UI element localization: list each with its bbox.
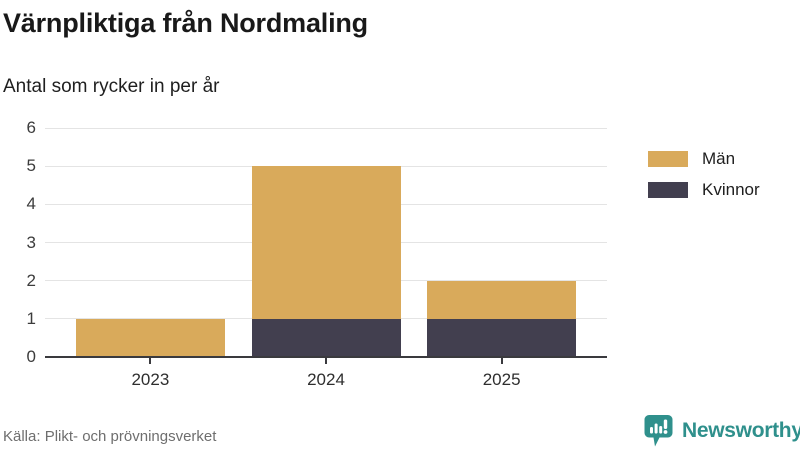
x-axis-tick-mark <box>325 358 327 364</box>
x-axis-line <box>45 356 607 358</box>
chart-subtitle: Antal som rycker in per år <box>3 76 220 97</box>
gridline-y-5 <box>45 165 607 167</box>
legend-label: Män <box>702 149 736 168</box>
gridline-y-6 <box>45 127 607 129</box>
bar-segment-män-2023 <box>76 318 225 357</box>
legend-item-män: Män <box>648 149 760 169</box>
x-axis-tick-label: 2025 <box>482 370 521 389</box>
newsworthy-logo: Newsworthy <box>644 413 800 449</box>
y-axis-tick-label: 1 <box>26 308 36 328</box>
x-axis-tick-label: 2024 <box>307 370 345 389</box>
chart-title: Värnpliktiga från Nordmaling <box>3 8 368 38</box>
y-axis-tick-label: 0 <box>26 347 36 366</box>
bar-segment-kvinnor-2024 <box>252 318 401 357</box>
x-axis-tick-mark <box>500 358 503 364</box>
legend-swatch <box>648 182 688 198</box>
bar-segment-män-2025 <box>427 280 576 319</box>
newsworthy-icon <box>644 415 673 447</box>
y-axis-tick-label: 3 <box>26 232 36 252</box>
y-axis-tick-label: 2 <box>26 270 36 290</box>
x-axis-tick-mark <box>149 358 152 364</box>
source-note: Källa: Plikt- och prövningsverket <box>3 428 217 445</box>
bar-segment-män-2024 <box>252 166 401 319</box>
legend-item-kvinnor: Kvinnor <box>648 180 760 200</box>
plot-area <box>45 127 607 358</box>
legend-swatch <box>648 151 688 167</box>
legend-label: Kvinnor <box>702 180 760 199</box>
bar-segment-kvinnor-2025 <box>427 318 576 357</box>
y-axis-tick-label: 4 <box>26 194 36 214</box>
y-axis-tick-label: 6 <box>26 118 36 137</box>
y-axis-tick-label: 5 <box>26 156 36 176</box>
x-axis-tick-label: 2023 <box>131 370 170 389</box>
chart-legend: Män Kvinnor <box>648 149 760 211</box>
newsworthy-wordmark: Newsworthy <box>682 419 800 442</box>
